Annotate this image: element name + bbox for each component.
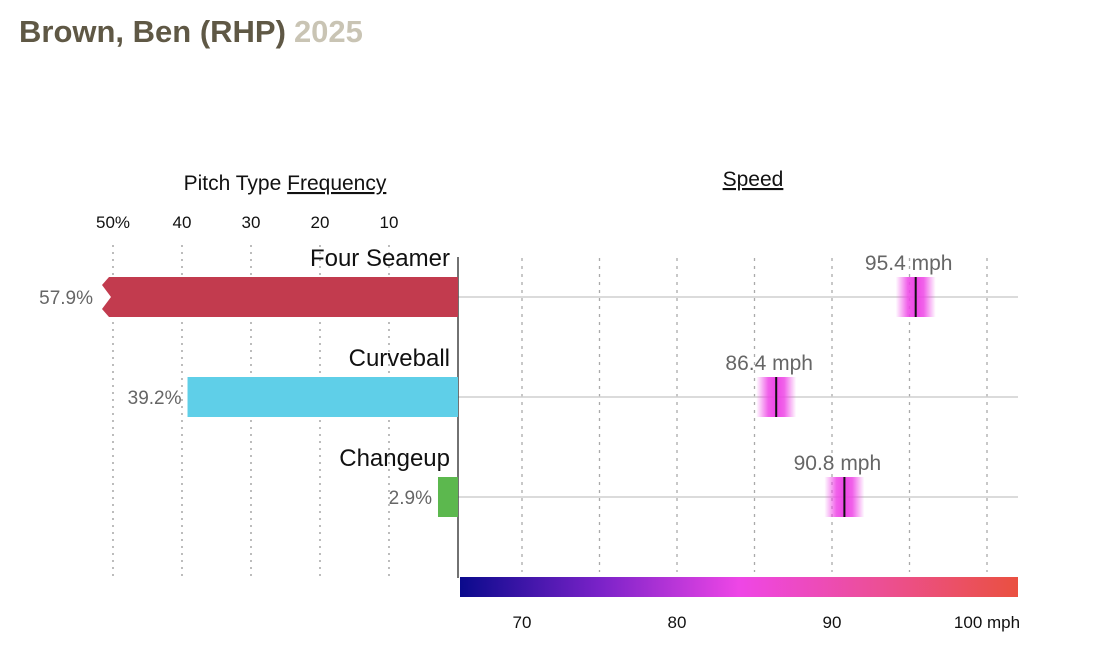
frequency-bar bbox=[187, 377, 458, 417]
frequency-title-prefix: Pitch Type bbox=[184, 172, 288, 195]
speed-tick-label: 70 bbox=[513, 613, 532, 632]
page-title: Brown, Ben (RHP) 2025 bbox=[19, 14, 363, 50]
pitch-type-label: Curveball bbox=[349, 345, 450, 372]
frequency-tick-label: 10 bbox=[380, 213, 399, 232]
frequency-bar bbox=[437, 477, 458, 517]
frequency-title-link[interactable]: Frequency bbox=[287, 172, 387, 195]
speed-tick-label: 80 bbox=[668, 613, 687, 632]
frequency-tick-label: 40 bbox=[173, 213, 192, 232]
speed-tick-label: 100 mph bbox=[954, 613, 1020, 632]
frequency-value-label: 57.9% bbox=[39, 288, 93, 309]
frequency-tick-label: 30 bbox=[242, 213, 261, 232]
speed-value-label: 90.8 mph bbox=[794, 452, 882, 475]
frequency-axis-title: Pitch Type Frequency bbox=[184, 172, 387, 195]
frequency-value-label: 2.9% bbox=[389, 488, 432, 509]
speed-color-scale bbox=[460, 577, 1018, 597]
speed-tick-label: 90 bbox=[823, 613, 842, 632]
speed-value-label: 86.4 mph bbox=[725, 352, 813, 375]
frequency-bar bbox=[102, 277, 458, 317]
player-name: Brown, Ben (RHP) bbox=[19, 14, 286, 49]
speed-value-label: 95.4 mph bbox=[865, 252, 953, 275]
pitch-type-label: Changeup bbox=[339, 445, 450, 472]
pitch-type-label: Four Seamer bbox=[310, 245, 450, 272]
speed-axis-title[interactable]: Speed bbox=[723, 168, 784, 191]
frequency-tick-label: 20 bbox=[311, 213, 330, 232]
season-year: 2025 bbox=[293, 14, 363, 49]
frequency-value-label: 39.2% bbox=[128, 388, 182, 409]
frequency-tick-label: 50% bbox=[96, 213, 130, 232]
